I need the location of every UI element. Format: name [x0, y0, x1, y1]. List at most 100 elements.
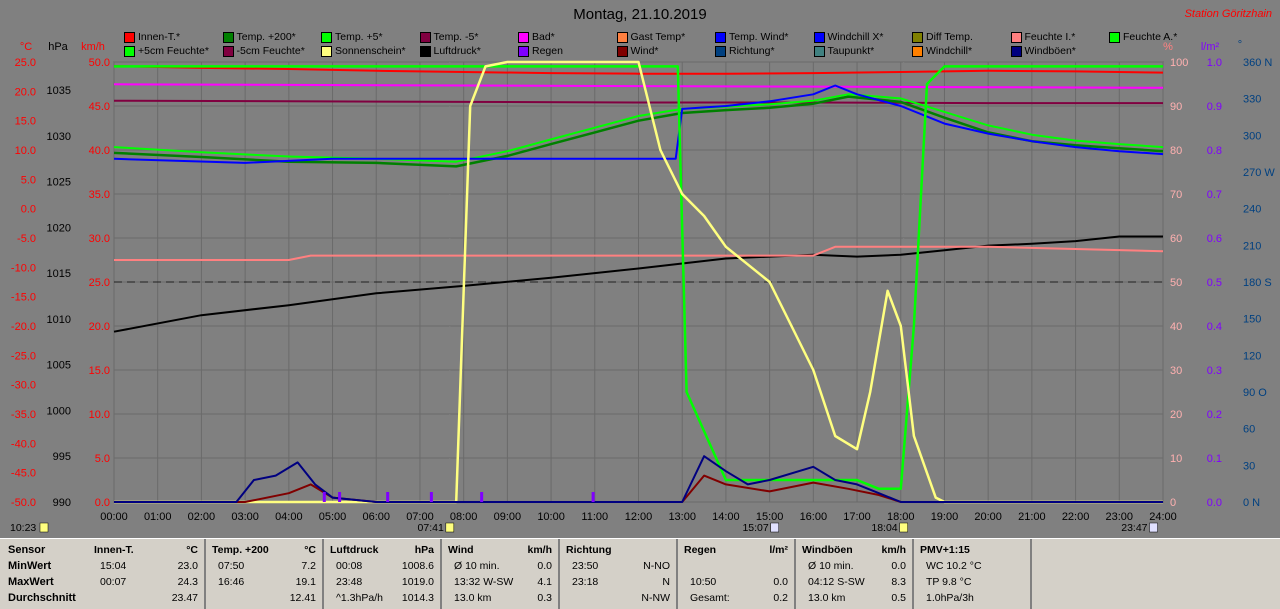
- pressure-tick-label: 1035: [47, 85, 71, 97]
- legend-entry: Windchill X*: [813, 31, 884, 43]
- rain-tick-label: 0.3: [1207, 365, 1222, 377]
- stats-value: 23.47: [171, 592, 198, 604]
- moon-transit-marker-icon: [770, 522, 779, 533]
- direction-tick-label: 180 S: [1243, 277, 1272, 289]
- series-line: [114, 474, 1163, 503]
- legend-entry: Gast Temp*: [616, 31, 685, 43]
- legend-swatch: [616, 45, 628, 57]
- percent-tick-label: 20: [1170, 409, 1182, 421]
- row-label-avg: Durchschnitt: [8, 592, 76, 604]
- direction-tick-label: 210: [1243, 240, 1261, 252]
- stats-time: 13.0 km: [454, 592, 492, 604]
- legend-entry: Regen: [518, 45, 563, 57]
- legend-entry: +5cm Feuchte*: [124, 45, 209, 57]
- legend-swatch: [1010, 45, 1022, 57]
- stats-time: 23:18: [572, 576, 599, 588]
- stats-section: Wind km/h Ø 10 min. 0.0 13:32 W-SW 4.1 13.0 km…: [442, 539, 560, 609]
- rain-bar: [386, 492, 390, 502]
- sunrise-marker-icon: [445, 522, 455, 533]
- x-tick-label: 16:00: [800, 511, 828, 523]
- wind-tick-label: 10.0: [89, 409, 110, 421]
- series-line: [113, 84, 1164, 164]
- series-line: [114, 455, 1163, 503]
- legend-label: Sonnenschein*: [335, 45, 406, 57]
- legend-entry: Temp. -5*: [419, 31, 479, 43]
- x-tick-label: 00:00: [100, 511, 128, 523]
- rain-tick-label: 0.6: [1207, 233, 1222, 245]
- percent-tick-label: 90: [1170, 101, 1182, 113]
- stats-value: 0.3: [537, 592, 552, 604]
- stats-section: Temp. +200 °C 07:50 7.2 16:46 19.1 12.41: [206, 539, 324, 609]
- stats-section-title: Innen-T.: [94, 544, 134, 556]
- legend-entry: Feuchte A.*: [1109, 31, 1177, 43]
- sunset-marker-icon: [899, 522, 908, 533]
- direction-tick-label: 300: [1243, 130, 1261, 142]
- legend-label: Luftdruck*: [433, 45, 481, 57]
- stats-value: 0.2: [773, 592, 788, 604]
- stats-value: 4.1: [537, 576, 552, 588]
- pressure-tick-label: 1015: [47, 268, 71, 280]
- stats-section-unit: km/h: [527, 544, 552, 556]
- legend-entry: Wind*: [616, 45, 659, 57]
- pressure-tick-label: 1010: [47, 314, 71, 326]
- legend-entry: -5cm Feuchte*: [222, 45, 305, 57]
- page-title: Montag, 21.10.2019: [573, 6, 707, 23]
- stats-section-unit: °C: [304, 544, 316, 556]
- direction-tick-label: 0 N: [1243, 497, 1260, 509]
- stats-section-title: Wind: [448, 544, 474, 556]
- legend-swatch: [813, 45, 825, 57]
- sunrise-marker: 07:41: [418, 522, 444, 534]
- stats-value: 23.0: [177, 560, 198, 572]
- legend-swatch: [912, 45, 923, 57]
- rain-tick-label: 0.8: [1207, 145, 1222, 157]
- wind-tick-label: 5.0: [95, 453, 110, 465]
- pressure-tick-label: 1025: [47, 177, 71, 189]
- wind-tick-label: 40.0: [89, 145, 110, 157]
- legend-label: Windchill*: [926, 45, 973, 57]
- stats-section-title: Windböen: [802, 544, 853, 556]
- statistics-panel: Sensor MinWert MaxWert Durchschnitt Inne…: [0, 538, 1280, 609]
- row-label-max: MaxWert: [8, 576, 54, 588]
- legend-label: Innen-T.*: [138, 31, 181, 43]
- legend-entry: Luftdruck*: [419, 45, 481, 57]
- stats-section: Luftdruck hPa 00:08 1008.6 23:48 1019.0 ^1.3hP…: [324, 539, 442, 609]
- temp-tick-label: 5.0: [21, 174, 36, 186]
- percent-tick-label: 0: [1170, 497, 1176, 509]
- pressure-tick-label: 1030: [47, 131, 71, 143]
- direction-tick-label: 330: [1243, 94, 1261, 106]
- legend-entry: Windchill*: [912, 45, 972, 57]
- weather-chart: 00:00 01:00 02:00 03:00 04:00 05:00 06:00 07:00…: [10, 39, 1275, 534]
- stats-section: Windböen km/h Ø 10 min. 0.0 04:12 S-SW 8.3 13.…: [796, 539, 914, 609]
- percent-unit-label: %: [1163, 41, 1173, 53]
- legend-swatch: [518, 45, 529, 57]
- row-label-sensor: Sensor: [8, 544, 46, 556]
- stats-time: 13.0 km: [808, 592, 846, 604]
- x-tick-label: 05:00: [319, 511, 347, 523]
- x-tick-label: 14:00: [712, 511, 740, 523]
- stats-time: Ø 10 min.: [454, 560, 500, 572]
- x-tick-label: 22:00: [1062, 511, 1090, 523]
- moonrise-marker: 23:47: [1121, 522, 1147, 534]
- stats-section-title: Temp. +200: [212, 544, 269, 556]
- wind-tick-label: 45.0: [89, 101, 110, 113]
- legend-swatch: [222, 31, 234, 43]
- stats-time: TP 9.8 °C: [926, 576, 972, 588]
- stats-time: 23:48: [336, 576, 363, 588]
- wind-tick-label: 15.0: [89, 365, 110, 377]
- legend-swatch: [321, 45, 332, 57]
- stats-section-unit: l/m²: [769, 544, 788, 556]
- temp-tick-label: 0.0: [21, 204, 36, 216]
- x-tick-label: 08:00: [450, 511, 478, 523]
- x-tick-label: 18:00: [887, 511, 915, 523]
- legend-entry: Sonnenschein*: [321, 45, 406, 57]
- x-tick-label: 20:00: [974, 511, 1002, 523]
- x-tick-label: 07:00: [406, 511, 434, 523]
- rain-tick-label: 0.0: [1207, 497, 1222, 509]
- x-tick-label: 19:00: [931, 511, 959, 523]
- direction-tick-label: 150: [1243, 314, 1261, 326]
- legend-label: Temp. -5*: [433, 31, 479, 43]
- legend-entry: Richtung*: [715, 45, 775, 57]
- legend-entry: Windböen*: [1010, 45, 1076, 57]
- legend-label: Feuchte A.*: [1123, 31, 1178, 43]
- temp-tick-label: -30.0: [11, 380, 36, 392]
